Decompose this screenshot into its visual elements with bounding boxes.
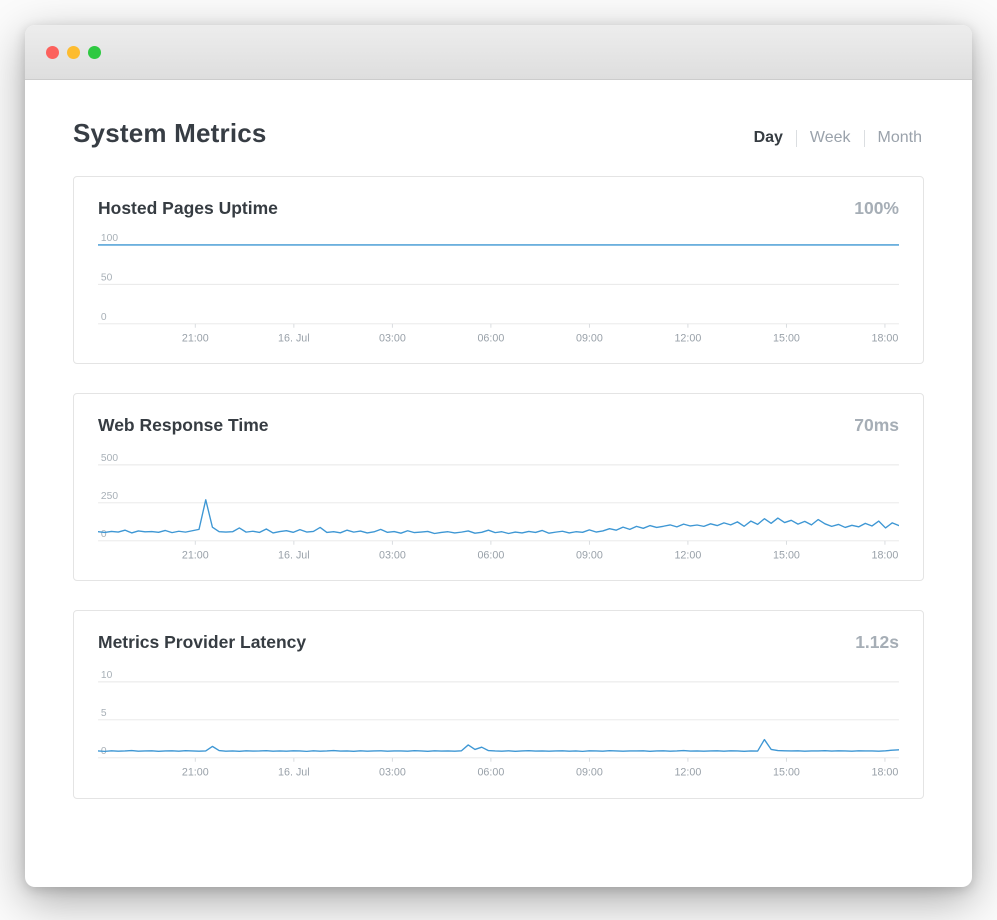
metric-title: Metrics Provider Latency — [98, 632, 307, 653]
svg-text:06:00: 06:00 — [477, 767, 504, 779]
svg-text:16. Jul: 16. Jul — [278, 332, 310, 344]
svg-text:21:00: 21:00 — [182, 767, 209, 779]
svg-text:09:00: 09:00 — [576, 332, 603, 344]
metric-card-latency: Metrics Provider Latency 1.12s 0 5 10 21:00… — [73, 610, 924, 799]
svg-text:06:00: 06:00 — [477, 332, 504, 344]
metric-value: 1.12s — [855, 632, 899, 653]
svg-text:15:00: 15:00 — [773, 550, 800, 562]
tab-day[interactable]: Day — [753, 129, 783, 146]
svg-text:16. Jul: 16. Jul — [278, 550, 310, 562]
svg-text:50: 50 — [101, 272, 113, 283]
svg-text:100: 100 — [101, 233, 118, 244]
response-time-chart: 0 250 500 21:00 16. Jul 03:00 06:00 09:00 12:00 1… — [98, 453, 899, 562]
svg-text:10: 10 — [101, 670, 113, 681]
svg-text:5: 5 — [101, 708, 107, 719]
svg-text:09:00: 09:00 — [576, 767, 603, 779]
svg-text:06:00: 06:00 — [477, 550, 504, 562]
metric-title: Hosted Pages Uptime — [98, 198, 278, 218]
card-header: Metrics Provider Latency 1.12s — [98, 632, 899, 653]
svg-text:12:00: 12:00 — [674, 550, 701, 562]
tab-month[interactable]: Month — [877, 129, 922, 146]
svg-text:15:00: 15:00 — [773, 767, 800, 779]
metric-value: 70ms — [854, 415, 899, 436]
page-title: System Metrics — [73, 118, 267, 148]
card-header: Web Response Time 70ms — [98, 415, 899, 436]
svg-text:250: 250 — [101, 491, 118, 502]
svg-text:0: 0 — [101, 312, 107, 323]
metric-card-uptime: Hosted Pages Uptime 100% 0 50 100 21:00 16. … — [73, 176, 924, 365]
tab-week[interactable]: Week — [809, 129, 851, 146]
page-header: System Metrics Day Week Month — [73, 80, 924, 176]
time-range-tabs: Day Week Month — [741, 129, 924, 147]
svg-text:18:00: 18:00 — [871, 550, 898, 562]
metric-card-response-time: Web Response Time 70ms 0 250 500 21:00 16. J… — [73, 393, 924, 582]
svg-text:12:00: 12:00 — [674, 767, 701, 779]
uptime-chart: 0 50 100 21:00 16. Jul 03:00 06:00 09:00 12:00 15… — [98, 233, 899, 344]
card-header: Hosted Pages Uptime 100% — [98, 198, 899, 219]
titlebar — [25, 25, 972, 80]
close-window-icon[interactable] — [46, 45, 59, 59]
metric-title: Web Response Time — [98, 415, 269, 436]
metric-value: 100% — [854, 198, 899, 218]
svg-text:0: 0 — [101, 529, 107, 540]
svg-text:21:00: 21:00 — [182, 332, 209, 344]
svg-text:21:00: 21:00 — [182, 550, 209, 562]
svg-text:03:00: 03:00 — [379, 332, 406, 344]
zoom-window-icon[interactable] — [88, 45, 101, 59]
svg-text:12:00: 12:00 — [674, 332, 701, 344]
svg-text:03:00: 03:00 — [379, 550, 406, 562]
tab-separator — [795, 129, 797, 147]
minimize-window-icon[interactable] — [67, 45, 80, 59]
svg-text:18:00: 18:00 — [871, 332, 898, 344]
app-window: System Metrics Day Week Month Hosted Pag… — [25, 25, 972, 887]
content-area: System Metrics Day Week Month Hosted Pag… — [25, 80, 972, 857]
svg-text:18:00: 18:00 — [871, 767, 898, 779]
svg-text:15:00: 15:00 — [773, 332, 800, 344]
tab-separator — [863, 129, 865, 147]
svg-text:03:00: 03:00 — [379, 767, 406, 779]
svg-text:500: 500 — [101, 453, 118, 464]
svg-text:16. Jul: 16. Jul — [278, 767, 310, 779]
svg-text:09:00: 09:00 — [576, 550, 603, 562]
